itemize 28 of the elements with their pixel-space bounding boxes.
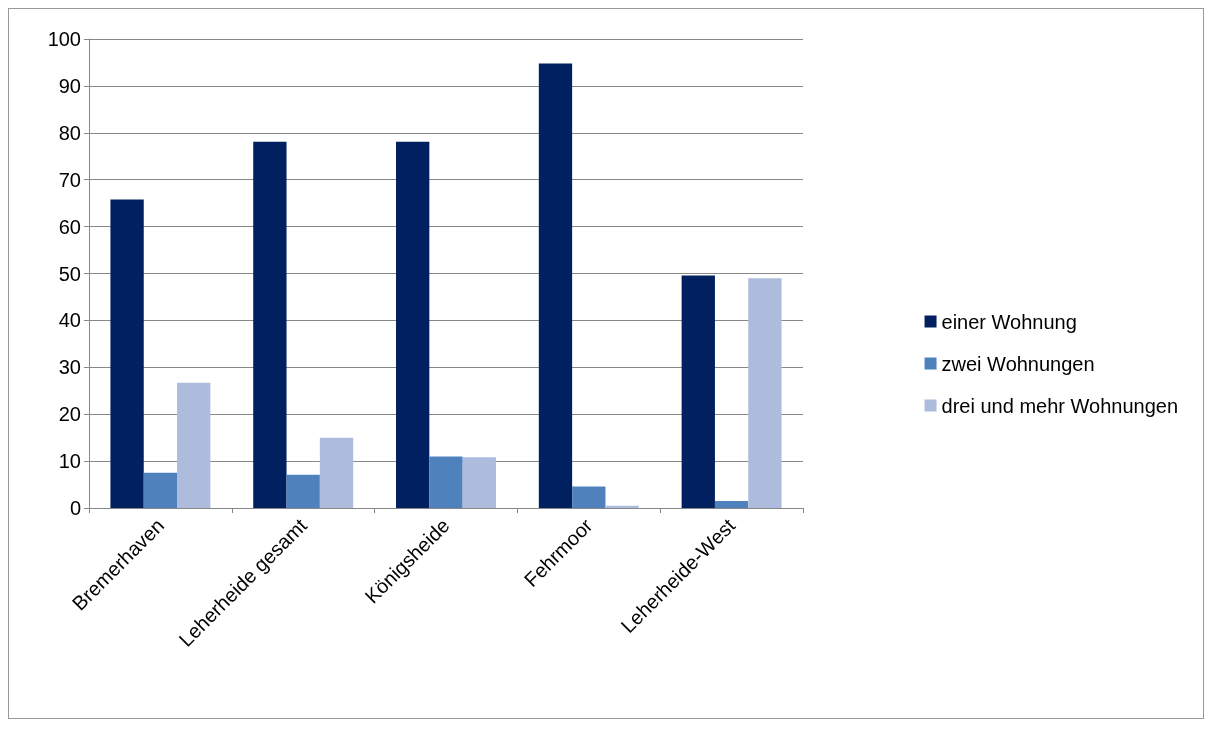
y-tick-label: 90 bbox=[58, 74, 81, 97]
y-tick-label: 80 bbox=[58, 121, 81, 144]
y-tick-label: 10 bbox=[58, 450, 81, 473]
y-tick-label: 30 bbox=[58, 356, 81, 379]
bar bbox=[748, 278, 782, 508]
y-tick-label: 40 bbox=[58, 309, 81, 332]
legend-label: zwei Wohnungen bbox=[941, 352, 1095, 375]
bar bbox=[396, 141, 430, 508]
bar bbox=[681, 275, 715, 508]
y-tick-label: 60 bbox=[58, 215, 81, 238]
y-tick-label: 0 bbox=[69, 497, 81, 519]
bar bbox=[319, 437, 354, 508]
bar bbox=[462, 457, 496, 508]
bar bbox=[538, 63, 573, 508]
bar bbox=[110, 199, 144, 508]
y-tick-label: 20 bbox=[58, 403, 81, 426]
bar bbox=[286, 474, 320, 508]
y-tick-label: 100 bbox=[47, 28, 81, 50]
legend-label: drei und mehr Wohnungen bbox=[941, 394, 1179, 417]
bar bbox=[714, 500, 749, 508]
bar bbox=[253, 141, 287, 508]
bar bbox=[177, 382, 211, 508]
y-tick-label: 50 bbox=[58, 262, 81, 285]
bar bbox=[429, 456, 463, 508]
y-tick-label: 70 bbox=[58, 168, 81, 191]
legend-label: einer Wohnung bbox=[941, 310, 1077, 333]
bar bbox=[143, 472, 178, 508]
bar bbox=[572, 486, 606, 508]
